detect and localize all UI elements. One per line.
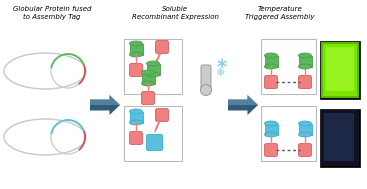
Ellipse shape <box>130 52 142 57</box>
Ellipse shape <box>298 132 312 137</box>
Bar <box>320 41 360 99</box>
FancyBboxPatch shape <box>261 106 316 161</box>
FancyBboxPatch shape <box>130 64 142 77</box>
Ellipse shape <box>298 121 312 126</box>
Polygon shape <box>90 95 120 105</box>
Polygon shape <box>228 95 258 105</box>
Ellipse shape <box>142 70 155 75</box>
Bar <box>326 47 354 91</box>
FancyBboxPatch shape <box>156 108 168 122</box>
Text: Temperature
Triggered Assembly: Temperature Triggered Assembly <box>245 6 315 20</box>
Ellipse shape <box>298 53 312 58</box>
FancyBboxPatch shape <box>265 143 277 156</box>
Ellipse shape <box>265 64 277 69</box>
FancyBboxPatch shape <box>142 91 155 105</box>
Bar <box>298 56 312 67</box>
Bar <box>321 42 359 98</box>
Bar <box>142 73 155 84</box>
FancyBboxPatch shape <box>146 135 163 150</box>
FancyBboxPatch shape <box>298 143 312 156</box>
Ellipse shape <box>265 121 277 126</box>
Polygon shape <box>90 95 120 115</box>
Text: *: * <box>217 57 227 77</box>
Ellipse shape <box>130 109 142 114</box>
Bar <box>130 43 142 54</box>
FancyBboxPatch shape <box>201 65 211 91</box>
FancyBboxPatch shape <box>124 106 182 161</box>
Bar <box>146 64 160 74</box>
Ellipse shape <box>130 120 142 125</box>
Text: ❄: ❄ <box>215 68 225 78</box>
Bar <box>320 109 360 167</box>
Ellipse shape <box>146 72 160 77</box>
Bar <box>265 56 277 67</box>
FancyBboxPatch shape <box>124 39 182 94</box>
Ellipse shape <box>142 81 155 86</box>
Text: Globular Protein fused
to Assembly Tag: Globular Protein fused to Assembly Tag <box>13 6 91 20</box>
Bar <box>130 112 142 122</box>
FancyBboxPatch shape <box>298 75 312 88</box>
FancyBboxPatch shape <box>156 40 168 53</box>
Text: Soluble
Recombinant Expression: Soluble Recombinant Expression <box>131 6 218 20</box>
Ellipse shape <box>298 64 312 69</box>
FancyBboxPatch shape <box>265 75 277 88</box>
Ellipse shape <box>130 41 142 46</box>
FancyBboxPatch shape <box>261 39 316 94</box>
Circle shape <box>200 84 211 95</box>
Bar <box>323 44 357 96</box>
Ellipse shape <box>146 61 160 66</box>
FancyBboxPatch shape <box>130 132 142 145</box>
Bar <box>321 110 359 166</box>
Ellipse shape <box>265 53 277 58</box>
Bar <box>298 123 312 135</box>
Bar <box>324 113 354 161</box>
Polygon shape <box>228 95 258 115</box>
Ellipse shape <box>265 132 277 137</box>
Bar <box>265 123 277 135</box>
